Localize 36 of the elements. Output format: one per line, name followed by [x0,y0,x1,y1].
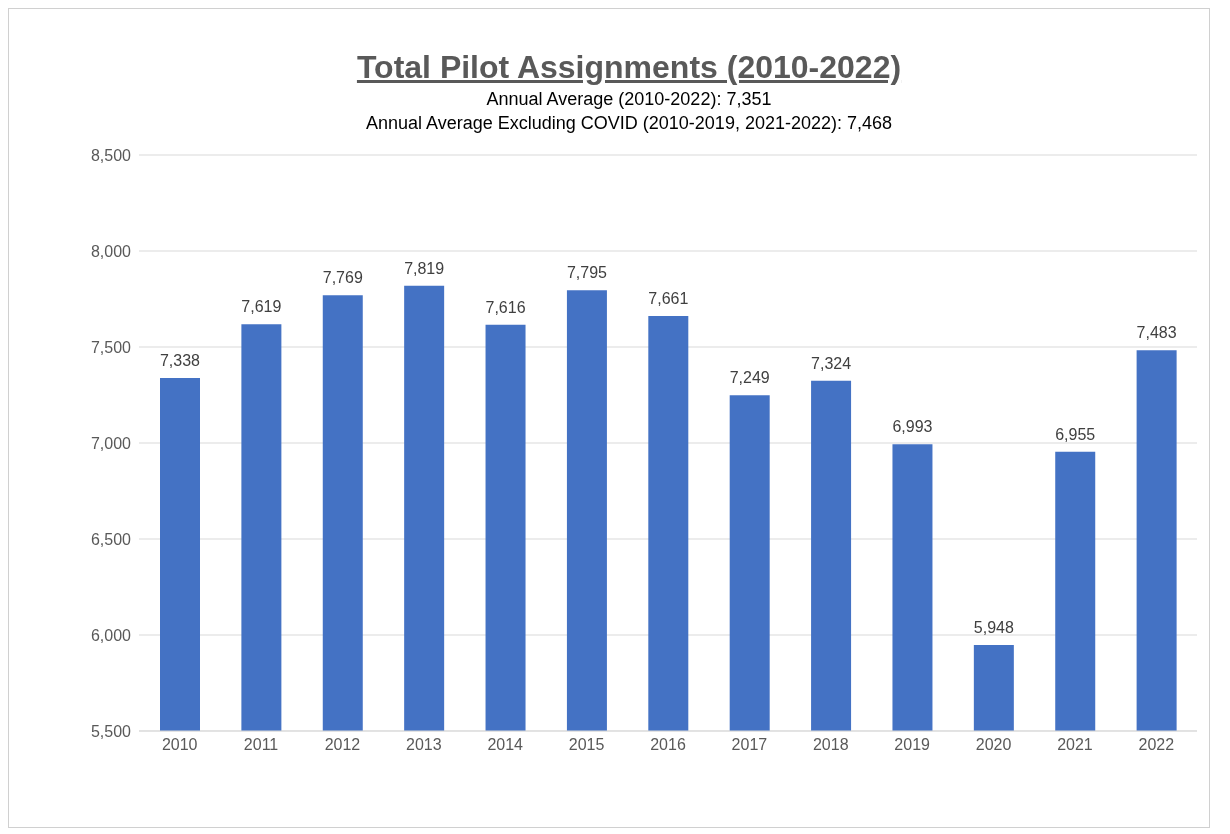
x-tick-label: 2014 [487,736,524,754]
data-label: 7,338 [159,352,201,370]
x-tick-label: 2017 [731,736,768,754]
y-tick-label: 7,000 [90,434,132,452]
x-tick-label: 2022 [1138,736,1175,754]
data-label: 7,819 [404,259,445,277]
y-tick-label: 7,500 [90,338,132,356]
data-label: 7,483 [1136,324,1177,342]
x-tick-label: 2012 [324,736,361,754]
y-tick-label: 8,500 [90,146,132,164]
x-tick-label: 2018 [812,736,849,754]
x-tick-label: 2013 [406,736,442,754]
data-label: 7,249 [729,369,770,387]
chart-title: Total Pilot Assignments (2010-2022) [355,48,903,87]
data-label: 7,324 [811,354,852,372]
data-label: 5,948 [973,618,1014,636]
x-tick-label: 2015 [568,736,605,754]
x-tick-label: 2019 [894,736,931,754]
x-tick-label: 2016 [650,736,686,754]
y-tick-label: 8,000 [90,242,132,260]
y-tick-label: 6,000 [90,626,132,644]
text: Annual Average Excluding COVID (2010-2019, 2021-2022): 7,468 [365,112,893,135]
data-label: 7,769 [322,269,363,287]
data-label: 6,955 [1055,425,1096,443]
chart-subtitle: Annual Average (2010-2022): 7,351 [485,88,773,111]
data-label: 7,795 [566,264,608,282]
y-tick-label: 6,500 [90,530,132,548]
x-tick-label: 2011 [243,736,279,754]
data-label: 6,993 [892,418,933,436]
data-label: 7,619 [241,298,282,316]
data-label: 7,616 [485,298,526,316]
x-tick-label: 2010 [161,736,198,754]
x-tick-label: 2020 [975,736,1012,754]
y-tick-label: 5,500 [90,722,132,740]
data-label: 7,661 [648,290,689,308]
x-tick-label: 2021 [1057,736,1093,754]
